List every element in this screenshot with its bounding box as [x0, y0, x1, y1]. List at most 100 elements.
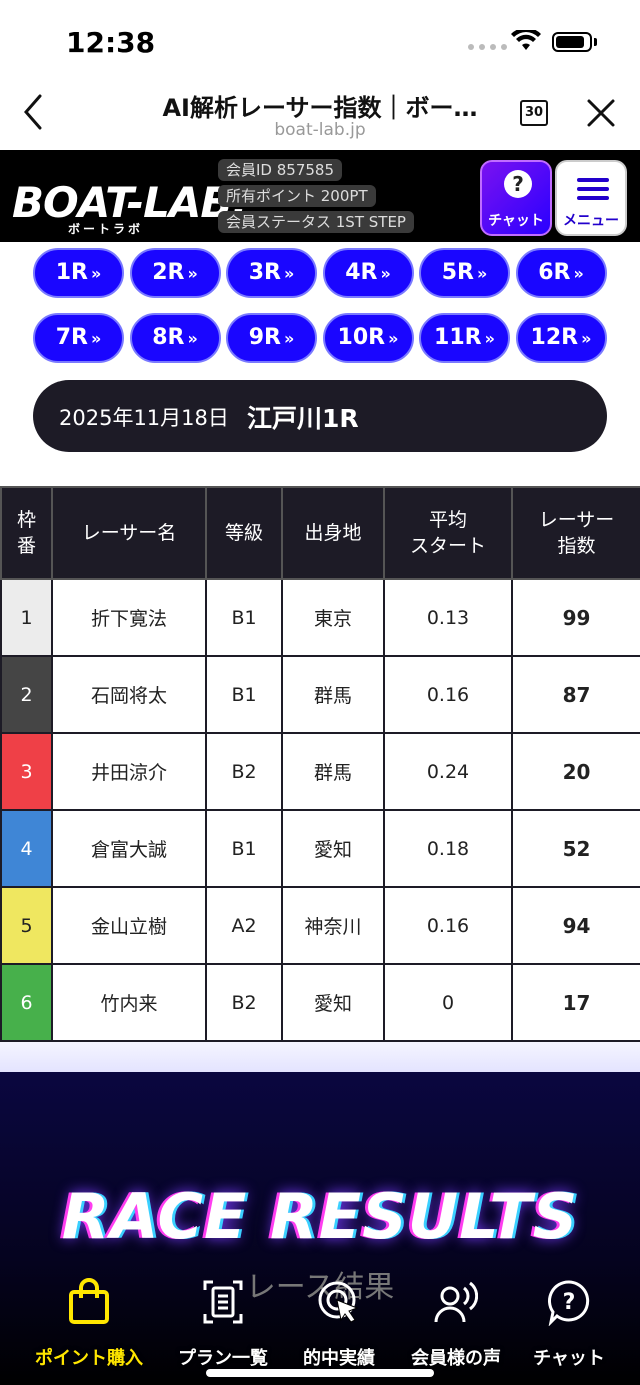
- site-logo[interactable]: BOAT-LAB.: [12, 178, 247, 227]
- hamburger-icon: [577, 178, 609, 205]
- race-button-10r[interactable]: 10R»: [322, 313, 414, 363]
- cell-origin: 東京: [281, 578, 385, 657]
- cell-origin: 群馬: [281, 655, 385, 734]
- home-indicator: [206, 1369, 434, 1377]
- race-button-1r[interactable]: 1R»: [33, 248, 124, 298]
- double-chevron-icon: »: [90, 329, 102, 348]
- back-arrow-icon[interactable]: [22, 92, 46, 132]
- cell-name: 竹内来: [51, 963, 207, 1042]
- target-cursor-icon: [318, 1281, 359, 1323]
- race-button-12r[interactable]: 12R»: [515, 313, 607, 363]
- table-row: 6 竹内来 B2 愛知 0 17: [0, 963, 640, 1042]
- double-chevron-icon: »: [187, 329, 198, 348]
- cell-origin: 神奈川: [281, 886, 385, 965]
- double-chevron-icon: »: [283, 264, 295, 283]
- race-button-4r[interactable]: 4R»: [322, 248, 414, 298]
- cell-frame: 3: [0, 732, 53, 811]
- cell-name: 倉富大誠: [51, 809, 207, 888]
- header-origin: 出身地: [281, 486, 385, 580]
- tab-count-button[interactable]: 30: [520, 100, 548, 126]
- header-class: 等級: [205, 486, 283, 580]
- menu-button[interactable]: メニュー: [555, 160, 627, 236]
- table-row: 2 石岡将太 B1 群馬 0.16 87: [0, 655, 640, 734]
- double-chevron-icon: »: [476, 264, 488, 283]
- table-row: 5 金山立樹 A2 神奈川 0.16 94: [0, 886, 640, 965]
- cell-class: B1: [205, 809, 283, 888]
- race-results-banner[interactable]: RACE RESULTS レース結果: [0, 1072, 640, 1385]
- cell-name: 金山立樹: [51, 886, 207, 965]
- cell-avg-start: 0.16: [383, 655, 513, 734]
- race-button-5r[interactable]: 5R»: [419, 248, 510, 298]
- status-time: 12:38: [66, 26, 156, 59]
- header-frame: 枠番: [0, 486, 53, 580]
- race-button-2r[interactable]: 2R»: [129, 248, 221, 298]
- cell-frame: 1: [0, 578, 53, 657]
- member-id: 会員ID 857585: [218, 159, 343, 181]
- cell-avg-start: 0: [383, 963, 513, 1042]
- cell-frame: 2: [0, 655, 53, 734]
- double-chevron-icon: »: [484, 329, 495, 348]
- cell-index: 87: [511, 655, 640, 734]
- race-button-7r[interactable]: 7R»: [33, 313, 124, 363]
- bottom-nav: ポイント購入 プラン一覧 的中実績 会員様の声 ? チャット: [0, 1268, 640, 1385]
- page-url: boat-lab.jp: [274, 120, 366, 140]
- table-row: 1 折下寛法 B1 東京 0.13 99: [0, 578, 640, 657]
- double-chevron-icon: »: [187, 264, 198, 283]
- battery-icon: [552, 32, 592, 52]
- cell-index: 94: [511, 886, 640, 965]
- race-button-6r[interactable]: 6R»: [515, 248, 607, 298]
- shopping-bag-icon: [69, 1278, 109, 1324]
- logo-subtitle: ボートラボ: [68, 222, 144, 236]
- cell-avg-start: 0.18: [383, 809, 513, 888]
- header-index: レーサー 指数: [511, 486, 640, 580]
- header-name: レーサー名: [51, 486, 207, 580]
- double-chevron-icon: »: [380, 264, 391, 283]
- user-voice-icon: [434, 1281, 478, 1323]
- status-bar: 12:38: [0, 0, 640, 80]
- race-button-8r[interactable]: 8R»: [129, 313, 221, 363]
- header-avg-start: 平均 スタート: [383, 486, 513, 580]
- race-date: 2025年11月18日: [59, 406, 229, 430]
- svg-text:?: ?: [563, 1290, 576, 1315]
- site-header: BOAT-LAB. ボートラボ 会員ID 857585 所有ポイント 200PT…: [0, 150, 640, 242]
- cell-index: 17: [511, 963, 640, 1042]
- race-button-9r[interactable]: 9R»: [226, 313, 317, 363]
- cell-frame: 5: [0, 886, 53, 965]
- results-title: RACE RESULTS: [61, 1180, 579, 1253]
- cell-class: B2: [205, 963, 283, 1042]
- help-chat-icon: ?: [548, 1280, 590, 1326]
- nav-point-purchase[interactable]: ポイント購入: [25, 1268, 153, 1369]
- cell-origin: 群馬: [281, 732, 385, 811]
- member-status: 会員ステータス 1ST STEP: [218, 211, 414, 233]
- cell-origin: 愛知: [281, 809, 385, 888]
- question-icon: ?: [504, 170, 532, 198]
- close-icon[interactable]: [586, 98, 616, 128]
- cell-avg-start: 0.24: [383, 732, 513, 811]
- cell-name: 石岡将太: [51, 655, 207, 734]
- cell-avg-start: 0.13: [383, 578, 513, 657]
- chat-button[interactable]: ? チャット: [480, 160, 552, 236]
- cell-index: 52: [511, 809, 640, 888]
- cell-origin: 愛知: [281, 963, 385, 1042]
- cell-class: B1: [205, 578, 283, 657]
- racer-table: 枠番 レーサー名 等級 出身地 平均 スタート レーサー 指数 1 折下寛法 B1 東京 0…: [0, 486, 640, 1042]
- cell-frame: 4: [0, 809, 53, 888]
- nav-chat[interactable]: ? チャット: [505, 1268, 633, 1369]
- race-info-bar: 2025年11月18日 江戸川1R: [33, 380, 607, 452]
- race-button-3r[interactable]: 3R»: [226, 248, 317, 298]
- cell-class: B2: [205, 732, 283, 811]
- nav-plan-list[interactable]: プラン一覧: [159, 1268, 287, 1369]
- race-button-11r[interactable]: 11R»: [419, 313, 510, 363]
- signal-icon: [468, 44, 507, 50]
- cell-index: 99: [511, 578, 640, 657]
- double-chevron-icon: »: [573, 264, 584, 283]
- table-row: 4 倉富大誠 B1 愛知 0.18 52: [0, 809, 640, 888]
- nav-hit-record[interactable]: 的中実績: [275, 1268, 403, 1369]
- page-title: AI解析レーサー指数｜ボー…: [162, 94, 478, 122]
- cell-class: A2: [205, 886, 283, 965]
- document-list-icon: [203, 1280, 243, 1324]
- double-chevron-icon: »: [283, 329, 295, 348]
- browser-header: AI解析レーサー指数｜ボー… boat-lab.jp 30: [0, 80, 640, 150]
- nav-member-voices[interactable]: 会員様の声: [392, 1268, 520, 1369]
- main-content: 1R» 2R» 3R» 4R» 5R» 6R» 7R» 8R» 9R» 10R» 11R» 12R» …: [0, 242, 640, 1072]
